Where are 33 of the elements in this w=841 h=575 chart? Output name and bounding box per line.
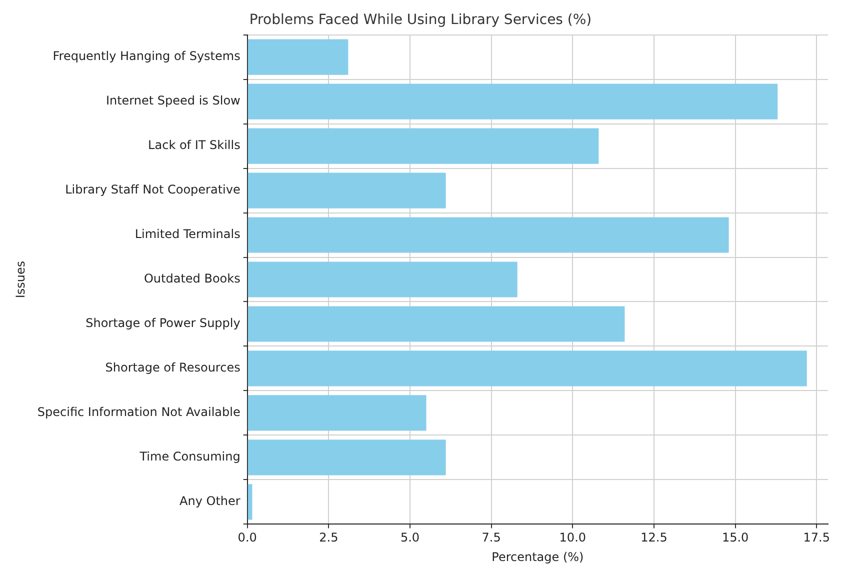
x-tick-label: 17.5 — [803, 530, 830, 545]
bar — [248, 84, 778, 120]
bar — [248, 262, 518, 298]
y-tick-label: Lack of IT Skills — [148, 138, 240, 152]
y-tick-label: Internet Speed is Slow — [106, 94, 241, 108]
y-tick-label: Specific Information Not Available — [37, 405, 240, 420]
bar — [248, 395, 426, 431]
y-tick-label: Any Other — [180, 494, 240, 508]
bar — [248, 172, 446, 208]
x-tick-label: 0.0 — [238, 530, 257, 545]
x-tick-label: 7.5 — [482, 530, 501, 545]
bar — [248, 39, 348, 75]
bar — [248, 306, 625, 342]
y-tick-label: Shortage of Power Supply — [86, 316, 240, 330]
y-tick-label: Library Staff Not Cooperative — [65, 182, 240, 197]
bar — [248, 440, 446, 476]
x-tick-label: 2.5 — [319, 530, 338, 545]
y-axis-title: Issues — [13, 260, 28, 298]
x-tick-label: 5.0 — [400, 530, 420, 545]
x-axis-title: Percentage (%) — [492, 550, 584, 564]
x-tick-label: 12.5 — [640, 530, 668, 545]
y-tick-label: Frequently Hanging of Systems — [52, 49, 240, 64]
bar — [248, 484, 252, 520]
bar — [248, 217, 729, 253]
y-tick-label: Time Consuming — [138, 450, 240, 464]
bar — [248, 128, 599, 164]
y-tick-label: Outdated Books — [144, 272, 240, 286]
x-tick-label: 15.0 — [722, 530, 749, 545]
y-tick-label: Shortage of Resources — [105, 360, 240, 375]
chart-title: Problems Faced While Using Library Services (%) — [249, 12, 592, 28]
x-tick-label: 10.0 — [559, 530, 586, 545]
bar — [248, 350, 807, 386]
y-tick-label: Limited Terminals — [134, 227, 240, 242]
